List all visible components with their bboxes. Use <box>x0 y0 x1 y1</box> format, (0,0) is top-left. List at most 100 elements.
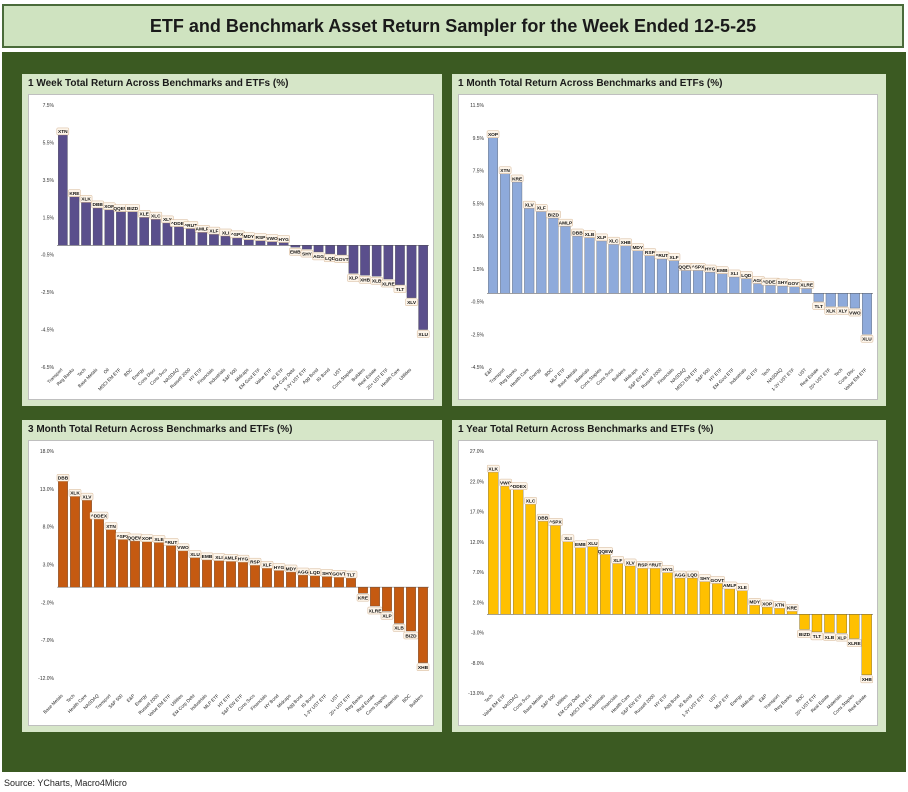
data-label-box <box>773 601 786 609</box>
data-label: ^SPX <box>231 232 244 238</box>
data-label: GOVT <box>332 572 346 578</box>
data-label: BIZD <box>548 212 560 218</box>
data-label: XOP <box>142 536 153 542</box>
bar <box>346 577 356 588</box>
data-label: TLT <box>815 304 824 310</box>
bar <box>548 217 559 294</box>
bar <box>250 565 260 588</box>
x-tick-label: Tech <box>833 367 844 378</box>
plot-area: 27.0% 22.0% 17.0% 12.0% 7.0% 2.0% -3.0% -8.0% -1… <box>458 440 878 726</box>
y-tick-label: -4.5% <box>41 328 55 334</box>
data-label: VWO <box>500 480 512 486</box>
bar <box>656 258 667 294</box>
data-label: XLB <box>825 635 835 641</box>
y-tick-label: 12.0% <box>470 540 485 546</box>
y-tick-label: 5.5% <box>473 201 485 207</box>
bar <box>255 240 266 246</box>
data-label-box <box>760 599 774 608</box>
bar <box>801 288 812 294</box>
data-label-box <box>586 539 600 547</box>
bar <box>799 614 810 630</box>
data-label: LQD <box>310 570 321 576</box>
x-tick-label: UST <box>797 367 807 377</box>
x-tick-label: UST <box>708 693 718 703</box>
data-label: RSP <box>638 563 649 569</box>
bar <box>724 588 735 615</box>
y-tick-label: 22.0% <box>470 479 485 485</box>
bar <box>811 614 823 633</box>
source-note: Source: YCharts, Macro4Micro <box>4 778 127 788</box>
data-label-box <box>846 639 862 647</box>
data-label: XLK <box>81 197 91 203</box>
data-label: BIZD <box>405 633 417 639</box>
data-label-box <box>673 570 687 579</box>
bar <box>536 211 547 294</box>
data-label: ^DDEX <box>171 221 188 227</box>
bar <box>220 235 231 246</box>
data-label-box <box>356 593 370 602</box>
data-label: XLY <box>838 309 848 315</box>
chart-panel-1-week: 1 Week Total Return Across Benchmarks an… <box>22 74 442 406</box>
data-label: XLF <box>613 558 622 564</box>
data-label: VWO <box>177 545 189 551</box>
data-label: ^DDEX <box>510 484 527 490</box>
x-tick-label: IG Bond <box>315 367 331 383</box>
data-label: KRE <box>69 191 80 197</box>
data-label: HYG <box>238 556 249 562</box>
data-label-box <box>183 221 199 229</box>
data-label: AGG <box>298 569 309 575</box>
data-label-box <box>536 513 550 522</box>
bar <box>637 568 648 615</box>
bar <box>151 219 161 246</box>
bar <box>836 614 848 634</box>
bar <box>537 521 549 615</box>
bar <box>687 577 698 615</box>
bar <box>325 245 335 254</box>
x-tick-label: Tech <box>761 367 772 378</box>
data-label: MDY <box>243 234 254 240</box>
bar <box>139 217 149 246</box>
data-label: QQEW <box>113 206 129 212</box>
bar <box>104 209 115 246</box>
bar <box>813 293 824 302</box>
data-label-box <box>524 497 537 505</box>
data-label: AMLP <box>224 556 238 562</box>
x-tick-label: Oil <box>103 367 111 375</box>
bar <box>825 293 836 307</box>
chart-title: 1 Week Total Return Across Benchmarks an… <box>28 78 289 89</box>
bar <box>302 245 312 250</box>
y-tick-label: 18.0% <box>40 449 55 455</box>
data-label-box <box>89 511 109 520</box>
bar-chart-1-month: 11.5% 9.5% 7.5% 5.5% 3.5% 1.5% -0.5% -2.5% -4.5%… <box>470 103 874 392</box>
data-label: XLV <box>525 202 535 208</box>
bar <box>524 208 535 294</box>
bar <box>777 285 788 294</box>
data-label: GOVT <box>788 281 802 287</box>
data-label: XLRE <box>848 641 862 647</box>
data-label: KRE <box>787 606 798 612</box>
data-label: XLRE <box>369 608 383 614</box>
data-label: XLP <box>349 276 359 282</box>
bar <box>358 586 368 594</box>
bar <box>92 207 103 246</box>
x-tick-label: UST <box>330 693 340 703</box>
data-label-box <box>498 166 512 174</box>
data-label: XLI <box>564 536 572 542</box>
data-label-box <box>667 253 681 261</box>
bar <box>584 237 595 294</box>
data-label: RSP <box>256 235 267 241</box>
bar <box>861 293 872 335</box>
data-label-box <box>716 266 729 274</box>
data-label: DBB <box>572 230 583 236</box>
bar <box>70 496 80 588</box>
bar <box>94 518 104 588</box>
y-tick-label: -0.5% <box>41 253 55 259</box>
y-tick-label: 7.0% <box>473 570 485 576</box>
y-tick-label: 27.0% <box>470 449 485 455</box>
x-tick-label: BDC <box>401 693 412 704</box>
data-label: XLE <box>140 212 150 218</box>
data-label: EMB <box>717 268 728 274</box>
bar <box>418 245 428 330</box>
bar <box>106 529 116 588</box>
data-label-box <box>647 561 663 569</box>
